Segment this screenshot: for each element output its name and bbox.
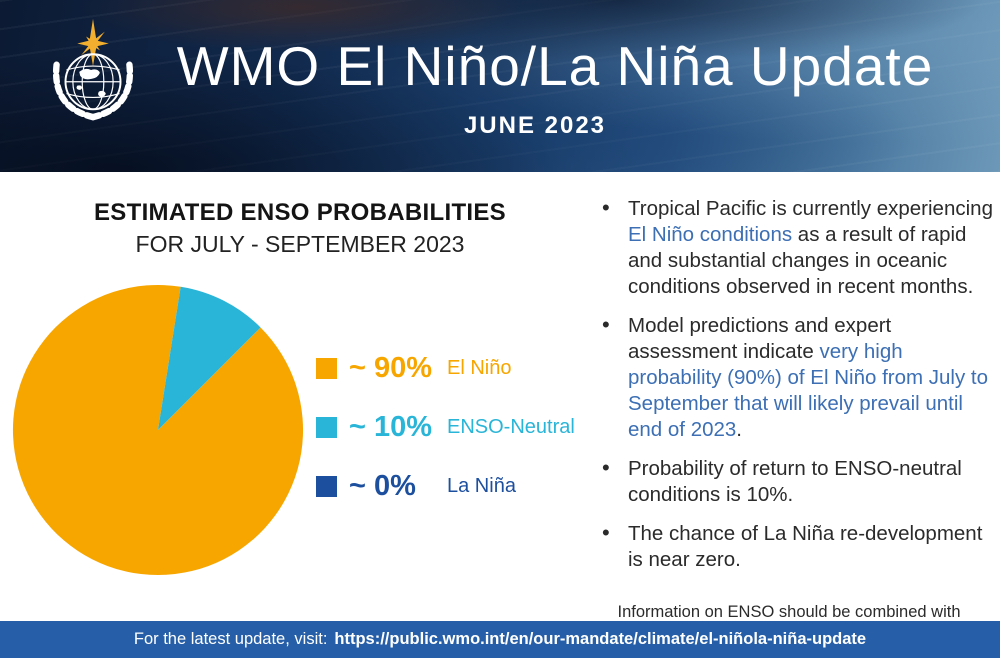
- enso-pie-chart: [12, 284, 304, 576]
- bullet-list: Tropical Pacific is currently experienci…: [598, 195, 994, 573]
- bullet-item: Tropical Pacific is currently experienci…: [602, 195, 994, 300]
- summary-panel: Tropical Pacific is currently experienci…: [598, 195, 994, 658]
- body-text: Tropical Pacific is currently experienci…: [628, 197, 993, 220]
- body-text: Probability of return to ENSO-neutral co…: [628, 457, 962, 506]
- pie-slice-enso-neutral: [158, 286, 261, 430]
- la-nina-swatch: [316, 475, 337, 497]
- body-text: as a result of rapid and substantial cha…: [628, 223, 974, 298]
- bullet-item: The chance of La Niña re-development is …: [602, 520, 994, 573]
- legend-item-la-nina: ~ 0% La Niña: [316, 470, 575, 502]
- page-title: WMO El Niño/La Niña Update: [176, 35, 934, 97]
- footer-prefix: For the latest update, visit:: [133, 630, 328, 648]
- la-nina-label: La Niña: [447, 474, 516, 497]
- legend-item-el-nino: ~ 90% El Niño: [316, 352, 575, 384]
- highlighted-text: very high probability (90%) of El Niño f…: [628, 340, 989, 441]
- body-text: .: [736, 418, 742, 441]
- footer-link[interactable]: https://public.wmo.int/en/our-mandate/cl…: [334, 630, 867, 648]
- issue-date: JUNE 2023: [463, 112, 607, 139]
- highlighted-text: El Niño conditions: [628, 223, 793, 246]
- la-nina-percent: ~ 0%: [349, 469, 416, 502]
- el-nino-label: El Niño: [447, 356, 512, 379]
- continents-icon: [76, 68, 106, 97]
- body-text: Model predictions and expert assessment …: [628, 314, 892, 363]
- chart-title: ESTIMATED ENSO PROBABILITIES: [94, 199, 506, 226]
- body-text: The chance of La Niña re-development is …: [628, 522, 983, 571]
- pie-slice-el-ni-o: [12, 284, 304, 576]
- enso-neutral-percent: ~ 10%: [349, 410, 433, 443]
- header-banner: WMO El Niño/La Niña Update JUNE 2023: [0, 0, 1000, 172]
- bullet-item: Model predictions and expert assessment …: [602, 312, 994, 443]
- laurel-wreath-icon: [52, 60, 134, 121]
- el-nino-percent: ~ 90%: [349, 351, 433, 384]
- enso-neutral-label: ENSO-Neutral: [447, 415, 575, 438]
- bullet-item: Probability of return to ENSO-neutral co…: [602, 455, 994, 508]
- chart-subtitle: FOR JULY - SEPTEMBER 2023: [135, 231, 465, 257]
- wmo-logo-icon: [52, 18, 134, 121]
- footer-bar: For the latest update, visit: https://pu…: [0, 621, 1000, 658]
- legend-item-enso-neutral: ~ 10% ENSO-Neutral: [316, 411, 575, 443]
- enso-neutral-swatch: [316, 416, 337, 438]
- chart-legend: ~ 90% El Niño ~ 10% ENSO-Neutral ~ 0% La…: [316, 352, 575, 502]
- el-nino-swatch: [316, 357, 337, 379]
- star-diagonals-icon: [81, 31, 105, 56]
- globe-icon: [64, 53, 122, 111]
